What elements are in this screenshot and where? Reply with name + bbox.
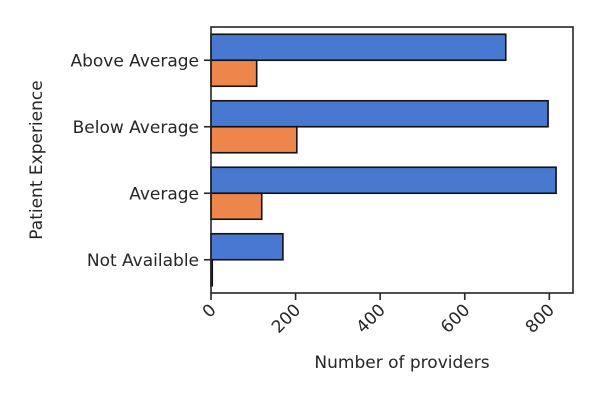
bar-not-available-series-1 — [210, 232, 284, 261]
x-tick-label: 400 — [353, 300, 390, 337]
bars — [210, 33, 557, 287]
bar-above-average-series-1 — [210, 33, 507, 62]
bar-average-series-1 — [210, 166, 557, 195]
y-tick-label: Above Average — [70, 51, 199, 71]
y-tick-label: Not Available — [87, 251, 199, 271]
bar-average-series-2 — [210, 192, 263, 221]
bar-below-average-series-1 — [210, 99, 549, 128]
x-axis-label: Number of providers — [314, 353, 489, 373]
x-tick-label: 600 — [437, 300, 474, 337]
plot-frame — [210, 26, 574, 294]
x-axis: 0 200 400 600 800 — [199, 293, 559, 337]
bar-above-average-series-2 — [210, 59, 258, 88]
x-tick-label: 200 — [268, 300, 305, 337]
y-tick-label: Average — [129, 184, 199, 204]
x-tick-label: 800 — [522, 300, 559, 337]
y-axis: Above Average Below Average Average Not Ava… — [70, 51, 211, 271]
y-axis-label: Patient Experience — [27, 80, 47, 239]
y-tick-label: Below Average — [73, 118, 199, 138]
x-tick-label: 0 — [199, 300, 221, 322]
bar-below-average-series-2 — [210, 125, 298, 154]
